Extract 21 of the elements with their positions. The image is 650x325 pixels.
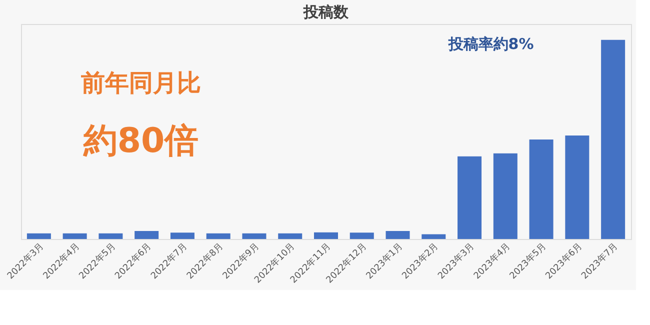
- bar: [134, 231, 159, 239]
- bar: [62, 233, 87, 239]
- bar: [458, 156, 482, 239]
- bar: [242, 233, 266, 239]
- bar: [278, 233, 302, 239]
- bar: [206, 233, 230, 239]
- bar: [26, 233, 51, 239]
- bar: [493, 153, 518, 239]
- chart-title: 投稿数: [302, 3, 350, 21]
- annotation: 投稿率約8%: [447, 35, 534, 53]
- bar: [314, 232, 338, 239]
- bar: [170, 232, 194, 239]
- bar: [601, 40, 626, 239]
- annotation: 約80倍: [82, 121, 199, 161]
- bar: [350, 232, 374, 239]
- bar: [565, 135, 590, 239]
- bar: [386, 231, 410, 239]
- bar: [98, 233, 123, 239]
- bar: [422, 234, 446, 239]
- bar: [529, 139, 554, 239]
- annotation: 前年同月比: [80, 69, 201, 97]
